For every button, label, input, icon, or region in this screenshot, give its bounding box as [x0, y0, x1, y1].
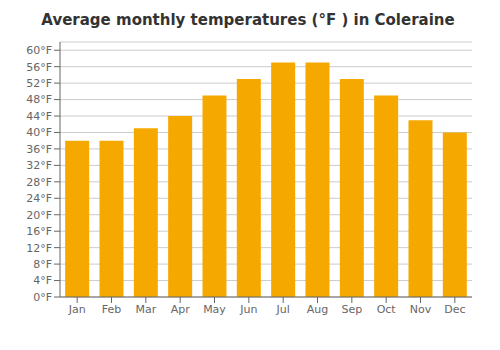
svg-text:Jan: Jan	[68, 303, 86, 316]
svg-text:Sep: Sep	[341, 303, 362, 316]
svg-text:4°F: 4°F	[33, 274, 52, 287]
svg-text:Apr: Apr	[171, 303, 191, 316]
svg-text:Jul: Jul	[276, 303, 290, 316]
svg-text:36°F: 36°F	[26, 143, 52, 156]
svg-text:Dec: Dec	[444, 303, 465, 316]
svg-text:Mar: Mar	[135, 303, 156, 316]
svg-text:May: May	[203, 303, 226, 316]
svg-text:24°F: 24°F	[26, 192, 52, 205]
svg-text:Aug: Aug	[307, 303, 328, 316]
svg-text:12°F: 12°F	[26, 242, 52, 255]
svg-text:0°F: 0°F	[33, 291, 52, 304]
svg-text:Oct: Oct	[377, 303, 397, 316]
svg-text:60°F: 60°F	[26, 44, 52, 57]
svg-text:8°F: 8°F	[33, 258, 52, 271]
svg-text:Jun: Jun	[239, 303, 257, 316]
svg-text:16°F: 16°F	[26, 225, 52, 238]
svg-text:20°F: 20°F	[26, 209, 52, 222]
svg-text:44°F: 44°F	[26, 110, 52, 123]
svg-text:32°F: 32°F	[26, 159, 52, 172]
svg-text:40°F: 40°F	[26, 126, 52, 139]
html-text:Average monthly temperatures (: Average monthly temperatures (°F ) in Co…	[41, 11, 455, 29]
svg-text:56°F: 56°F	[26, 61, 52, 74]
svg-text:Feb: Feb	[102, 303, 121, 316]
svg-text:48°F: 48°F	[26, 93, 52, 106]
svg-text:52°F: 52°F	[26, 77, 52, 90]
svg-text:28°F: 28°F	[26, 176, 52, 189]
svg-text:Nov: Nov	[410, 303, 432, 316]
